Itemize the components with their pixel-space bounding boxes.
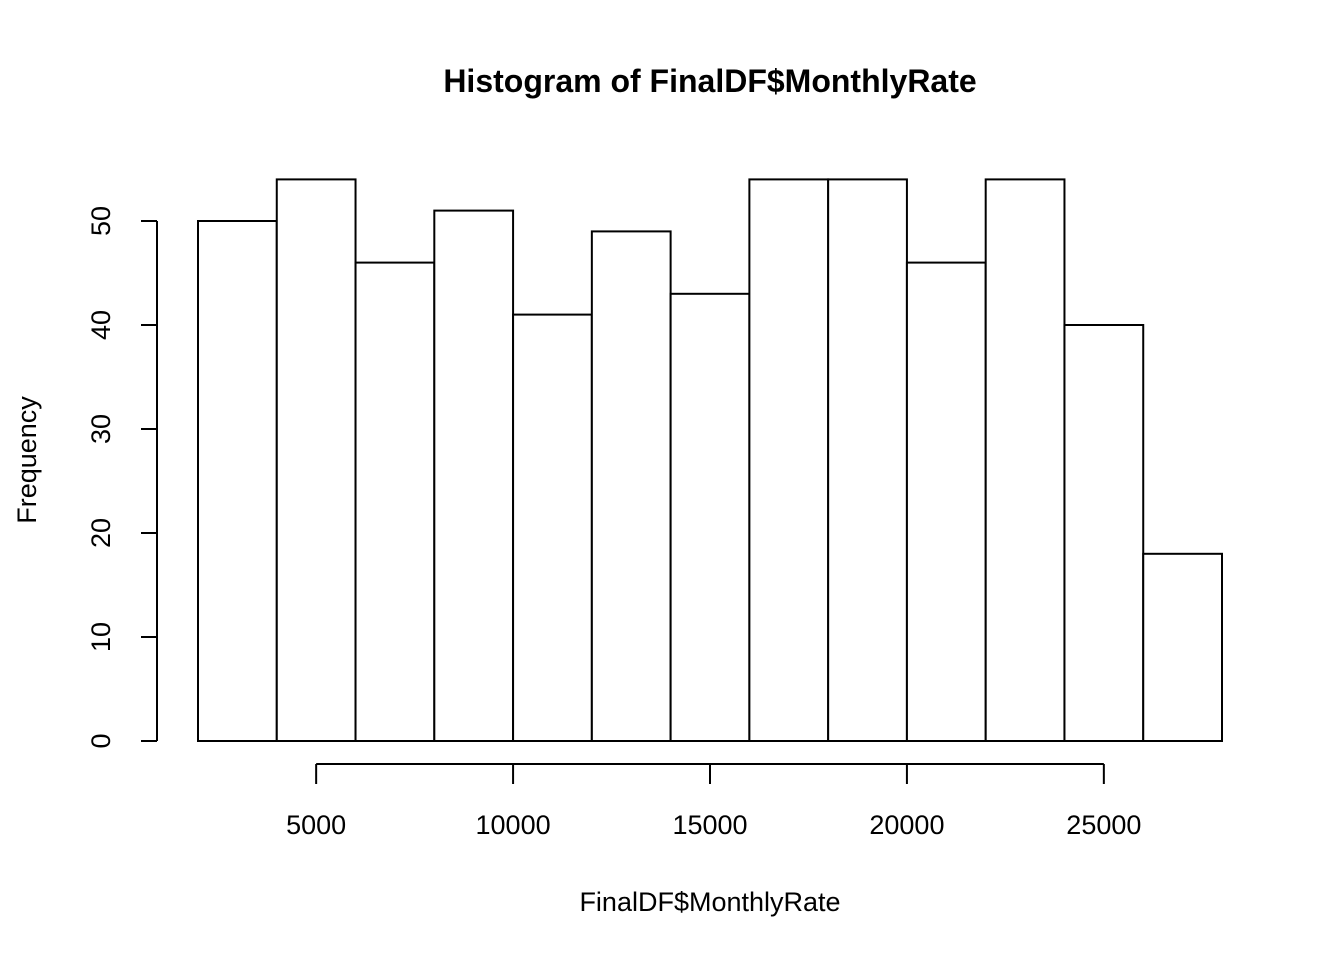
x-tick-label: 10000	[476, 810, 551, 840]
histogram-bar	[354, 261, 436, 742]
histogram-bar	[590, 230, 672, 742]
y-axis-label: Frequency	[12, 396, 42, 524]
y-tick-label: 40	[86, 310, 116, 340]
y-axis: 0 10 20 30 40 50	[86, 206, 158, 749]
histogram-bar	[748, 178, 830, 742]
x-tick-label: 20000	[869, 810, 944, 840]
bars-group	[197, 178, 1223, 743]
histogram-bar	[275, 178, 357, 742]
histogram-bar	[669, 292, 751, 742]
y-tick-label: 50	[86, 206, 116, 236]
y-tick-label: 30	[86, 414, 116, 444]
histogram-bar	[1063, 324, 1145, 742]
x-axis-label: FinalDF$MonthlyRate	[579, 887, 840, 917]
x-tick-label: 15000	[672, 810, 747, 840]
histogram-bar	[1142, 552, 1223, 742]
histogram-bar	[905, 261, 987, 742]
histogram-bar	[433, 209, 515, 743]
histogram-bar	[984, 178, 1066, 742]
histogram-bar	[827, 178, 908, 742]
histogram-bar	[512, 313, 593, 742]
y-tick-label: 10	[86, 622, 116, 652]
histogram-bar	[197, 220, 278, 742]
chart-title: Histogram of FinalDF$MonthlyRate	[443, 63, 976, 99]
y-tick-label: 20	[86, 518, 116, 548]
x-tick-label: 25000	[1066, 810, 1141, 840]
y-tick-label: 0	[86, 733, 116, 748]
x-tick-label: 5000	[286, 810, 346, 840]
x-axis: 5000 10000 15000 20000 25000	[286, 763, 1141, 840]
